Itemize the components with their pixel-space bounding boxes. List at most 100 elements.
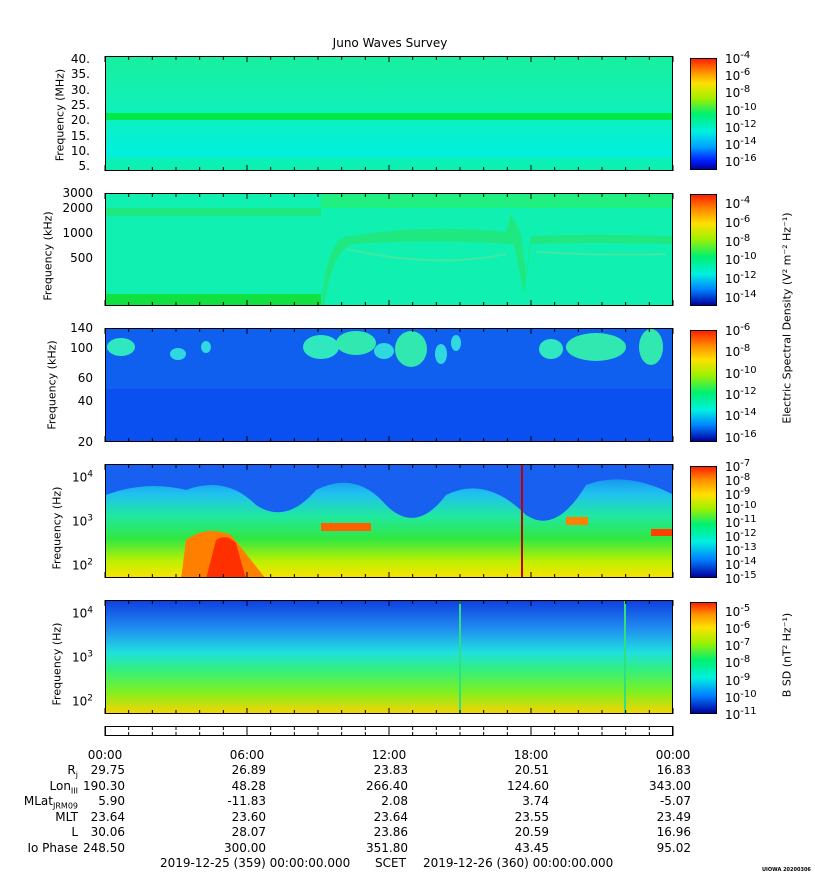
colorbar-label-exponent: -6 <box>740 322 751 333</box>
colorbar-4-label: 10-10 <box>725 500 757 516</box>
colorbar-label-exponent: -8 <box>740 343 751 355</box>
colorbar-label-base: 10 <box>725 120 741 135</box>
footer-scet: SCET <box>375 856 406 870</box>
colorbar-2-label: 10-12 <box>725 270 757 286</box>
colorbar-4-label: 10-13 <box>725 542 757 558</box>
panel-4-ytick: 103 <box>33 514 93 529</box>
footer-start-time: 2019-12-25 (359) 00:00:00.000 <box>160 856 351 870</box>
colorbar-label-exponent: -9 <box>740 486 751 497</box>
ephemeris-value: 248.50 <box>83 840 125 855</box>
colorbar-3-label: 10-8 <box>725 343 750 359</box>
colorbar-label-base: 10 <box>725 366 741 381</box>
tick-exponent: 2 <box>87 557 93 568</box>
colorbar-label-base: 10 <box>725 253 741 268</box>
ephemeris-label: Rj <box>67 763 78 779</box>
colorbar-2-label: 10-8 <box>725 233 750 249</box>
panel-1-ytick: 30. <box>70 82 90 97</box>
colorbar-3-label: 10-6 <box>725 322 750 338</box>
colorbar-label-exponent: -4 <box>740 50 751 61</box>
panel-2-ytick: 500 <box>70 250 93 265</box>
spectrogram-1-image <box>106 57 672 170</box>
colorbar-label-exponent: -12 <box>740 528 757 539</box>
colorbar-label-base: 10 <box>725 572 741 586</box>
ephemeris-value: 2.08 <box>381 794 408 808</box>
colorbar-1-label: 10-16 <box>725 153 757 169</box>
colorbar-label-exponent: -12 <box>740 386 757 397</box>
panel-1-ytick: 15. <box>70 128 90 143</box>
ephemeris-value: 343.00 <box>649 778 691 793</box>
colorbar-5-label: 10-7 <box>725 637 750 653</box>
ephemeris-value: 48.28 <box>231 778 266 793</box>
colorbar-2-label: 10-10 <box>725 251 757 267</box>
ephemeris-value: -11.83 <box>227 794 266 808</box>
colorbar-3-label: 10-10 <box>725 365 757 381</box>
colorbar-label-base: 10 <box>725 388 741 402</box>
colorbar-label-base: 10 <box>725 460 741 474</box>
colorbar-label-base: 10 <box>725 516 741 530</box>
colorbar-label-exponent: -14 <box>740 556 757 567</box>
colorbar-label-base: 10 <box>725 69 741 84</box>
ephemeris-label-text: L <box>71 825 78 839</box>
colorbar-label-exponent: -16 <box>740 153 757 165</box>
chart-title: Juno Waves Survey <box>332 36 448 50</box>
colorbar-label-exponent: -13 <box>740 542 757 553</box>
ephemeris-value: 29.75 <box>90 763 125 777</box>
colorbar-label-base: 10 <box>725 530 741 544</box>
colorbar-label-base: 10 <box>725 197 741 212</box>
time-tick-label: 18:00 <box>513 748 549 762</box>
colorbar-1-label: 10-12 <box>725 119 757 135</box>
colorbar-label-exponent: -11 <box>740 514 757 525</box>
colorbar-label-exponent: -10 <box>740 101 757 113</box>
tick-base: 10 <box>71 650 88 665</box>
colorbar-4-label: 10-8 <box>725 472 750 488</box>
ephemeris-value: 23.55 <box>514 809 549 824</box>
colorbar-4-label: 10-12 <box>725 528 757 544</box>
panel-1-ytick: 35. <box>70 67 90 82</box>
colorbar-label-base: 10 <box>725 690 741 705</box>
colorbar-2-label: 10-4 <box>725 195 750 211</box>
colorbar-label-base: 10 <box>725 708 741 722</box>
colorbar-label-exponent: -10 <box>740 688 757 700</box>
ephemeris-value: 95.02 <box>656 840 691 855</box>
tick-exponent: 3 <box>87 649 93 660</box>
panel-1-ytick: 40. <box>70 52 90 67</box>
time-tick-label: 06:00 <box>229 748 265 762</box>
colorbar-label-exponent: -5 <box>740 602 751 614</box>
ephemeris-label: MLT <box>55 810 78 824</box>
ephemeris-label-subscript: JRM09 <box>53 801 78 811</box>
colorbar-3 <box>690 330 717 442</box>
panel-3-ytick: 20 <box>77 435 93 449</box>
colorbar-label-exponent: -12 <box>740 118 757 130</box>
tick-exponent: 3 <box>87 513 93 524</box>
spectrogram-2-image <box>106 194 672 305</box>
panel-3-ytick: 140 <box>70 321 93 335</box>
colorbar-label-exponent: -14 <box>740 136 757 148</box>
credit: UIOWA 20200306 <box>762 867 811 873</box>
colorbar-2 <box>690 194 717 306</box>
panel-1-ytick: 20. <box>70 113 90 128</box>
colorbar-label-base: 10 <box>725 409 741 424</box>
ephemeris-value: 26.89 <box>231 763 266 777</box>
ephemeris-value: 16.83 <box>656 763 691 777</box>
colorbar-label-exponent: -8 <box>740 84 751 96</box>
colorbar-3-label: 10-14 <box>725 407 757 423</box>
tick-base: 10 <box>71 470 88 485</box>
ephemeris-value: 28.07 <box>231 825 266 839</box>
ephemeris-value: 20.51 <box>514 763 549 777</box>
panel-4-ytick: 102 <box>33 557 93 572</box>
colorbar-1-label: 10-10 <box>725 102 757 118</box>
ephemeris-value: 124.60 <box>507 778 549 793</box>
ephemeris-value: 23.64 <box>90 809 125 824</box>
colorbar-4-label: 10-15 <box>725 570 757 586</box>
colorbar-label-exponent: -14 <box>740 288 757 300</box>
ephemeris-value: 300.00 <box>224 840 266 855</box>
colorbar-label-exponent: -8 <box>740 232 751 244</box>
ephemeris-value: 16.96 <box>656 825 691 839</box>
ephemeris-value: 23.83 <box>373 763 408 777</box>
colorbar-label-base: 10 <box>725 502 741 516</box>
colorbar-label-exponent: -4 <box>740 195 751 207</box>
colorbar-label-base: 10 <box>725 155 741 170</box>
ephemeris-label: L <box>71 825 78 839</box>
colorbar-label-base: 10 <box>725 103 741 118</box>
colorbar-label-base: 10 <box>725 216 741 230</box>
